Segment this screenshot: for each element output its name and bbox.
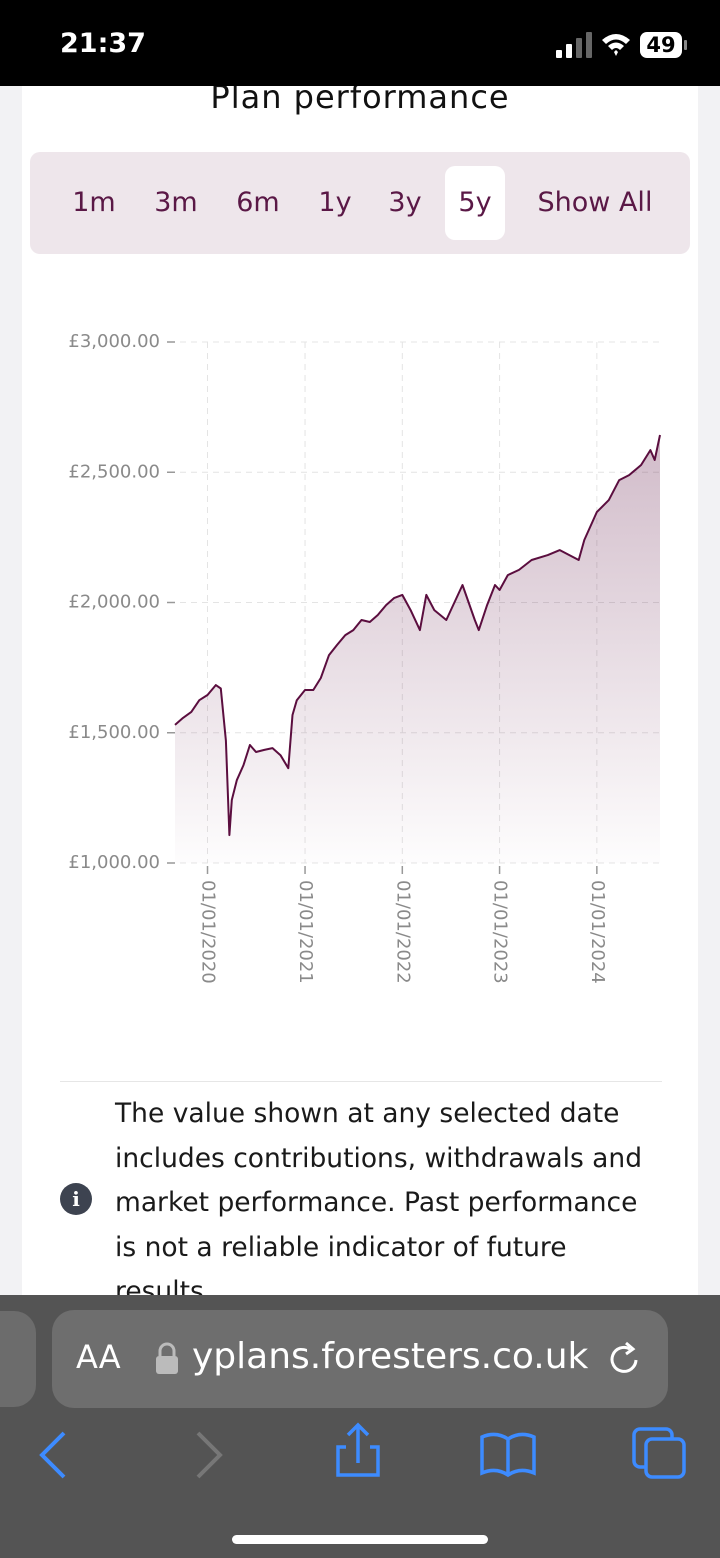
status-bar: 21:37 49 <box>0 0 720 86</box>
previous-tab[interactable] <box>0 1311 36 1407</box>
period-tab[interactable]: 1y <box>318 187 352 218</box>
period-tab[interactable]: 6m <box>236 187 280 218</box>
back-button[interactable] <box>39 1431 66 1479</box>
toolbar <box>39 1422 686 1479</box>
reload-button[interactable] <box>606 1340 646 1380</box>
period-tab[interactable]: 3m <box>154 187 198 218</box>
divider <box>60 1081 662 1082</box>
period-tab[interactable]: Show All <box>537 187 653 218</box>
status-icons: 49 <box>556 32 687 58</box>
address-bar[interactable]: AA yplans.foresters.co.uk <box>52 1310 668 1408</box>
y-tick-label: £1,500.00 <box>68 722 160 743</box>
share-button[interactable] <box>336 1422 380 1477</box>
status-time: 21:37 <box>60 28 146 59</box>
info-text: The value shown at any selected date inc… <box>115 1098 643 1296</box>
x-tick-label: 01/01/2024 <box>587 880 608 984</box>
period-tab[interactable]: 3y <box>388 187 422 218</box>
period-tab[interactable]: 5y <box>445 166 505 240</box>
text-size-button[interactable]: AA <box>76 1338 121 1376</box>
url: yplans.foresters.co.uk <box>192 1336 589 1377</box>
info-icon: i <box>60 1183 92 1215</box>
browser-chrome: AA yplans.foresters.co.uk <box>0 1295 720 1558</box>
lock-icon <box>156 1342 178 1374</box>
forward-button[interactable] <box>196 1431 223 1479</box>
line <box>174 434 661 837</box>
x-tick-label: 01/01/2021 <box>295 880 316 984</box>
period-tab[interactable]: 1m <box>72 187 116 218</box>
area <box>175 435 660 863</box>
x-tick-label: 01/01/2023 <box>490 880 511 984</box>
period-tabs: 1m 3m 6m 1y 3y 5y Show All <box>30 152 690 254</box>
y-tick-label: £3,000.00 <box>68 331 160 352</box>
battery-level: 49 <box>646 33 675 57</box>
y-tick-label: £1,000.00 <box>68 852 160 873</box>
y-tick-label: £2,500.00 <box>68 461 160 482</box>
page-title: Plan performance <box>210 86 510 116</box>
home-indicator <box>232 1535 488 1544</box>
bookmarks-button[interactable] <box>480 1432 536 1478</box>
y-tick-label: £2,000.00 <box>68 592 160 613</box>
x-tick-label: 01/01/2020 <box>198 880 219 984</box>
x-tick-label: 01/01/2022 <box>392 880 413 984</box>
tabs-button[interactable] <box>632 1427 686 1479</box>
chart: £1,000.00 £1,500.00 £2,000.00 £2,500.00 £3,0… <box>68 331 661 984</box>
